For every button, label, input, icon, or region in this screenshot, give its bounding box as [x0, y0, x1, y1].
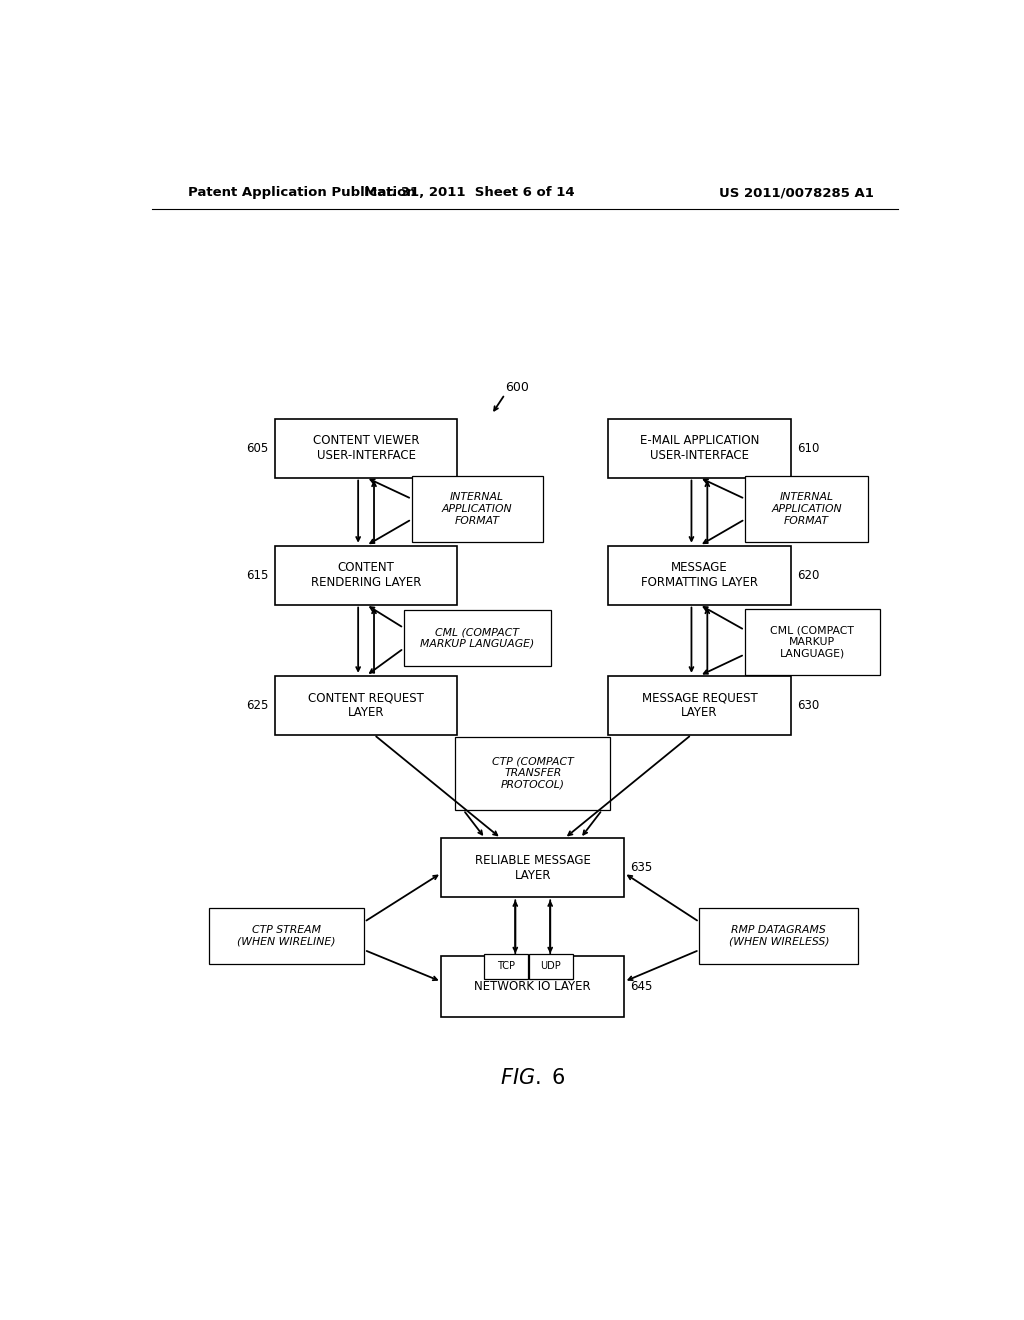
Text: Patent Application Publication: Patent Application Publication: [187, 186, 416, 199]
Text: MESSAGE REQUEST
LAYER: MESSAGE REQUEST LAYER: [641, 692, 758, 719]
FancyBboxPatch shape: [744, 609, 880, 676]
FancyBboxPatch shape: [441, 838, 624, 898]
FancyBboxPatch shape: [529, 954, 572, 978]
Text: UDP: UDP: [541, 961, 561, 972]
Text: E-MAIL APPLICATION
USER-INTERFACE: E-MAIL APPLICATION USER-INTERFACE: [640, 434, 759, 462]
Text: RMP DATAGRAMS
(WHEN WIRELESS): RMP DATAGRAMS (WHEN WIRELESS): [728, 925, 829, 946]
Text: CTP (COMPACT
TRANSFER
PROTOCOL): CTP (COMPACT TRANSFER PROTOCOL): [492, 756, 573, 789]
FancyBboxPatch shape: [274, 676, 458, 735]
Text: 600: 600: [505, 380, 528, 393]
Text: RELIABLE MESSAGE
LAYER: RELIABLE MESSAGE LAYER: [475, 854, 591, 882]
Text: 615: 615: [246, 569, 268, 582]
Text: CML (COMPACT
MARKUP
LANGUAGE): CML (COMPACT MARKUP LANGUAGE): [770, 626, 854, 659]
Text: CONTENT VIEWER
USER-INTERFACE: CONTENT VIEWER USER-INTERFACE: [312, 434, 420, 462]
Text: 630: 630: [797, 698, 819, 711]
Text: NETWORK IO LAYER: NETWORK IO LAYER: [474, 981, 591, 993]
Text: 645: 645: [631, 981, 652, 993]
FancyBboxPatch shape: [608, 545, 791, 605]
Text: MESSAGE
FORMATTING LAYER: MESSAGE FORMATTING LAYER: [641, 561, 758, 589]
Text: CML (COMPACT
MARKUP LANGUAGE): CML (COMPACT MARKUP LANGUAGE): [420, 627, 535, 649]
Text: US 2011/0078285 A1: US 2011/0078285 A1: [719, 186, 873, 199]
FancyBboxPatch shape: [699, 908, 858, 964]
Text: 625: 625: [246, 698, 268, 711]
FancyBboxPatch shape: [484, 954, 527, 978]
FancyBboxPatch shape: [403, 610, 551, 667]
Text: INTERNAL
APPLICATION
FORMAT: INTERNAL APPLICATION FORMAT: [771, 492, 842, 525]
Text: INTERNAL
APPLICATION
FORMAT: INTERNAL APPLICATION FORMAT: [442, 492, 512, 525]
Text: Mar. 31, 2011  Sheet 6 of 14: Mar. 31, 2011 Sheet 6 of 14: [364, 186, 574, 199]
FancyBboxPatch shape: [608, 676, 791, 735]
Text: CTP STREAM
(WHEN WIRELINE): CTP STREAM (WHEN WIRELINE): [238, 925, 336, 946]
Text: 620: 620: [797, 569, 819, 582]
FancyBboxPatch shape: [441, 956, 624, 1018]
Text: 605: 605: [246, 442, 268, 454]
FancyBboxPatch shape: [745, 477, 868, 543]
FancyBboxPatch shape: [274, 418, 458, 478]
Text: CONTENT
RENDERING LAYER: CONTENT RENDERING LAYER: [311, 561, 421, 589]
FancyBboxPatch shape: [608, 418, 791, 478]
Text: 610: 610: [797, 442, 819, 454]
Text: 635: 635: [631, 862, 652, 874]
FancyBboxPatch shape: [274, 545, 458, 605]
FancyBboxPatch shape: [412, 477, 543, 543]
FancyBboxPatch shape: [209, 908, 365, 964]
Text: $\it{FIG.\ 6}$: $\it{FIG.\ 6}$: [500, 1068, 565, 1088]
Text: CONTENT REQUEST
LAYER: CONTENT REQUEST LAYER: [308, 692, 424, 719]
Text: TCP: TCP: [497, 961, 515, 972]
FancyBboxPatch shape: [456, 737, 610, 810]
